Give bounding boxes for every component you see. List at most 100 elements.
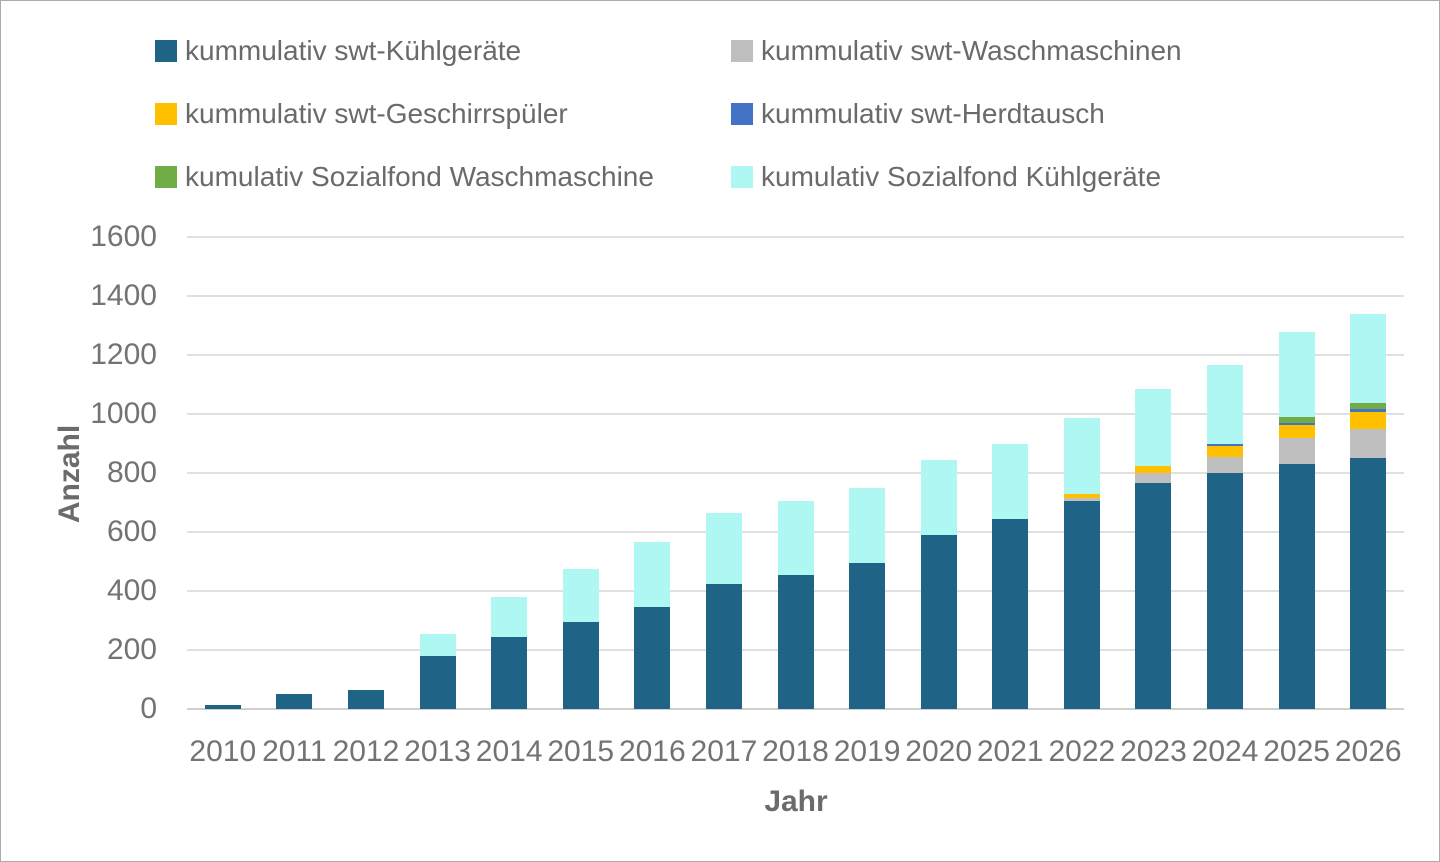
bar-segment [562, 568, 599, 622]
legend-item: kummulativ swt-Waschmaschinen [731, 35, 1182, 66]
legend-item: kummulativ swt-Kühlgeräte [155, 35, 731, 66]
y-tick-label: 400 [106, 574, 157, 607]
bar-segment [992, 518, 1029, 709]
y-tick-label: 1000 [90, 397, 157, 430]
bar-segment [347, 689, 384, 709]
x-tick-label: 2021 [976, 735, 1044, 768]
bar-segment [1063, 501, 1100, 709]
bar-segment [491, 636, 528, 709]
bar-segment [204, 704, 241, 709]
legend-item: kummulativ swt-Herdtausch [731, 98, 1182, 129]
bar [1063, 237, 1100, 709]
legend-label: kummulativ swt-Kühlgeräte [185, 35, 522, 66]
legend-item: kumulativ Sozialfond Kühlgeräte [731, 161, 1182, 192]
bar-segment [1207, 446, 1244, 457]
bar-segment [1063, 418, 1100, 494]
x-tick-label: 2022 [1048, 735, 1116, 768]
x-tick-label: 2015 [547, 735, 615, 768]
legend-label: kummulativ swt-Waschmaschinen [761, 35, 1182, 66]
bar-segment [634, 607, 671, 709]
y-tick-label: 1600 [90, 220, 157, 253]
bar [419, 237, 456, 709]
bar-segment [1278, 437, 1315, 465]
legend-item: kumulativ Sozialfond Waschmaschine [155, 163, 731, 191]
legend-label: kumulativ Sozialfond Kühlgeräte [761, 161, 1162, 192]
bar-segment [777, 574, 814, 709]
gridline [187, 472, 1404, 474]
x-axis-title: Jahr [764, 785, 828, 818]
bar-segment [1350, 314, 1387, 403]
y-tick-label: 200 [106, 633, 157, 666]
bar-segment [992, 443, 1029, 519]
x-tick-label: 2024 [1191, 735, 1259, 768]
bar-segment [920, 459, 957, 535]
bar-segment [1350, 409, 1387, 412]
gridline [187, 236, 1404, 238]
y-tick-label: 1400 [90, 279, 157, 312]
legend-swatch-icon [731, 40, 753, 62]
bar-segment [1135, 483, 1172, 709]
bar-segment [491, 596, 528, 637]
bar-segment [1207, 365, 1244, 445]
legend-label: kummulativ swt-Herdtausch [761, 98, 1105, 129]
bar-segment [634, 542, 671, 608]
bar-segment [1278, 416, 1315, 423]
bar [491, 237, 528, 709]
gridline [187, 295, 1404, 297]
x-tick-label: 2018 [762, 735, 829, 768]
bar-segment [705, 583, 742, 709]
bar [347, 237, 384, 709]
bar-segment [849, 487, 886, 563]
chart-legend: kummulativ swt-Kühlgeräte kummulativ swt-… [155, 35, 1182, 192]
x-tick-label: 2016 [618, 735, 686, 768]
x-tick-label: 2023 [1120, 735, 1187, 768]
legend-swatch-icon [155, 103, 177, 125]
bar [920, 237, 957, 709]
legend-item: kummulativ swt-Geschirrspüler [155, 98, 731, 129]
bar-segment [1135, 388, 1172, 466]
bar-segment [920, 534, 957, 709]
bar [849, 237, 886, 709]
x-tick-label: 2013 [404, 735, 471, 768]
gridline [187, 708, 1404, 710]
bar [1350, 237, 1387, 709]
bar-segment [419, 655, 456, 709]
legend-swatch-icon [155, 166, 177, 188]
bar-segment [1350, 428, 1387, 459]
x-tick-label: 2020 [905, 735, 973, 768]
bar-segment [777, 501, 814, 575]
gridline [187, 354, 1404, 356]
bar-segment [849, 562, 886, 709]
plot-area [187, 236, 1404, 710]
bar-segment [1207, 444, 1244, 447]
x-tick-label: 2019 [833, 735, 901, 768]
x-tick-label: 2014 [475, 735, 543, 768]
bar-segment [1278, 424, 1315, 438]
x-tick-label: 2025 [1263, 735, 1330, 768]
x-tick-label: 2012 [332, 735, 400, 768]
bar-segment [1350, 458, 1387, 709]
bar-segment [1278, 422, 1315, 425]
bar-segment [1135, 465, 1172, 473]
legend-swatch-icon [731, 166, 753, 188]
bar-segment [1063, 493, 1100, 499]
bar-segment [419, 633, 456, 656]
x-tick-label: 2011 [262, 735, 327, 768]
bar [1207, 237, 1244, 709]
bar [634, 237, 671, 709]
bar-segment [1207, 456, 1244, 473]
legend-swatch-icon [731, 103, 753, 125]
x-tick-label: 2017 [690, 735, 758, 768]
bar [562, 237, 599, 709]
bar-segment [1350, 402, 1387, 410]
bar-segment [276, 694, 313, 709]
y-tick-label: 800 [106, 456, 157, 489]
y-tick-label: 0 [140, 692, 157, 725]
legend-label: kummulativ swt-Geschirrspüler [185, 98, 568, 129]
gridline [187, 413, 1404, 415]
bar-segment [1207, 473, 1244, 709]
bar-segment [562, 621, 599, 709]
bar-segment [1278, 332, 1315, 417]
bar [1135, 237, 1172, 709]
bar [204, 237, 241, 709]
